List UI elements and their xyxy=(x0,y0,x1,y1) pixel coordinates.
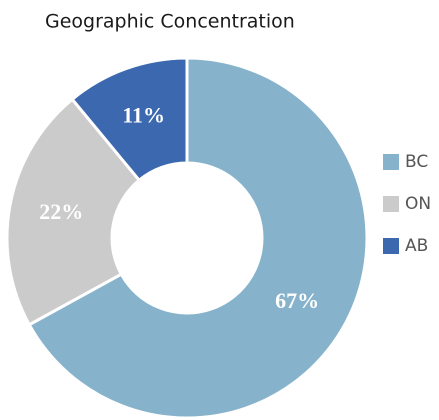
legend-swatch xyxy=(383,154,399,170)
value-label: 22% xyxy=(39,199,83,224)
legend-label: ON xyxy=(405,194,431,214)
legend-swatch xyxy=(383,196,399,212)
donut-slice xyxy=(5,97,142,327)
value-label: 11% xyxy=(122,103,165,128)
legend-swatch xyxy=(383,238,399,254)
legend-label: BC xyxy=(405,152,428,172)
donut-slice xyxy=(27,56,369,420)
donut-slice xyxy=(70,56,189,183)
legend-label: AB xyxy=(405,236,428,256)
value-label: 67% xyxy=(275,288,319,313)
chart-title: Geographic Concentration xyxy=(45,11,295,33)
